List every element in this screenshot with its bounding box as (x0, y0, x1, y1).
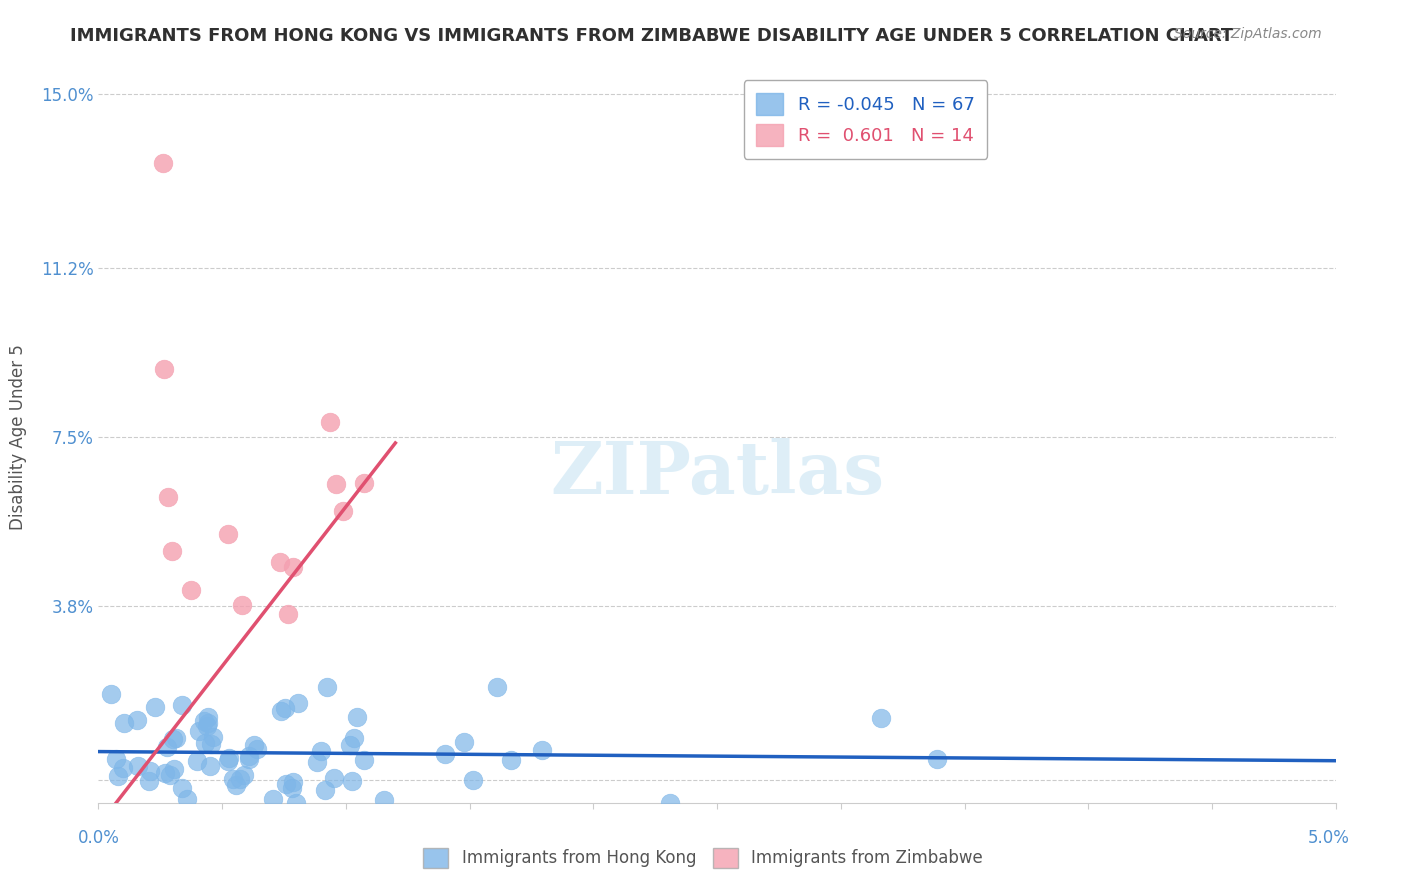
Point (104, 752, 127, 766)
Point (163, 762, 186, 776)
Point (152, 155, 174, 169)
Point (277, 607, 299, 621)
Point (307, 755, 329, 769)
Point (319, 416, 342, 430)
Point (346, 710, 368, 724)
Point (111, 761, 134, 775)
Point (269, 555, 291, 569)
Point (187, 724, 209, 739)
Text: IMMIGRANTS FROM HONG KONG VS IMMIGRANTS FROM ZIMBABWE DISABILITY AGE UNDER 5 COR: IMMIGRANTS FROM HONG KONG VS IMMIGRANTS … (70, 27, 1233, 45)
Point (453, 734, 475, 748)
Point (342, 731, 364, 745)
Point (200, 737, 222, 751)
Point (309, 744, 332, 758)
Text: 0.0%: 0.0% (77, 829, 120, 847)
Point (162, 544, 184, 558)
Point (197, 716, 219, 731)
Point (353, 476, 375, 491)
Point (238, 751, 260, 765)
Point (270, 704, 292, 718)
Point (170, 698, 193, 713)
Point (153, 361, 176, 376)
Point (229, 772, 252, 786)
Point (281, 780, 304, 795)
Point (217, 527, 239, 541)
Point (287, 696, 309, 710)
Point (201, 730, 224, 744)
Point (225, 778, 247, 792)
Point (218, 750, 240, 764)
Point (243, 738, 266, 752)
Point (112, 715, 135, 730)
Point (198, 758, 221, 772)
Point (195, 718, 218, 732)
Point (323, 771, 346, 785)
Point (238, 748, 260, 763)
Point (222, 772, 245, 787)
Point (284, 796, 307, 810)
Point (197, 710, 219, 724)
Point (138, 764, 160, 778)
Point (325, 476, 347, 491)
Point (373, 793, 395, 807)
Point (127, 759, 149, 773)
Point (165, 731, 187, 746)
Text: Source: ZipAtlas.com: Source: ZipAtlas.com (1174, 27, 1322, 41)
Point (869, 711, 891, 725)
Point (274, 700, 297, 714)
Point (499, 753, 522, 767)
Point (100, 687, 122, 701)
Point (231, 599, 253, 613)
Point (138, 773, 160, 788)
Point (156, 490, 179, 504)
Text: ZIPatlas: ZIPatlas (550, 438, 884, 509)
Point (353, 753, 375, 767)
Point (316, 680, 339, 694)
Point (927, 751, 949, 765)
Point (217, 754, 239, 768)
Text: 5.0%: 5.0% (1308, 829, 1350, 847)
Point (193, 714, 215, 729)
Point (262, 792, 284, 806)
Point (180, 583, 202, 598)
Point (176, 792, 198, 806)
Y-axis label: Disability Age Under 5: Disability Age Under 5 (8, 344, 27, 530)
Point (433, 747, 456, 761)
Point (340, 774, 363, 789)
Point (283, 560, 305, 574)
Point (485, 680, 508, 694)
Point (281, 775, 304, 789)
Point (530, 743, 553, 757)
Legend: R = -0.045   N = 67, R =  0.601   N = 14: R = -0.045 N = 67, R = 0.601 N = 14 (744, 80, 987, 159)
Point (156, 740, 179, 755)
Point (162, 732, 184, 747)
Point (276, 777, 298, 791)
Point (463, 773, 485, 788)
Point (246, 741, 269, 756)
Point (339, 738, 361, 752)
Point (159, 768, 181, 782)
Point (194, 735, 217, 749)
Point (314, 783, 336, 797)
Point (145, 700, 167, 714)
Point (332, 504, 354, 518)
Legend: Immigrants from Hong Kong, Immigrants from Zimbabwe: Immigrants from Hong Kong, Immigrants fr… (416, 841, 990, 875)
Point (107, 769, 129, 783)
Point (170, 780, 193, 795)
Point (186, 754, 208, 768)
Point (153, 765, 176, 780)
Point (658, 796, 681, 810)
Point (125, 714, 148, 728)
Point (232, 768, 254, 782)
